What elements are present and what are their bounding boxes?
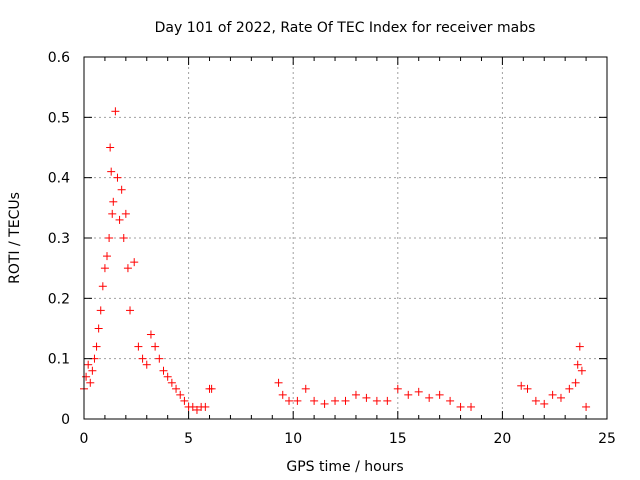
data-point bbox=[467, 402, 476, 411]
data-point bbox=[159, 366, 168, 375]
data-point bbox=[188, 402, 197, 411]
y-tick-label: 0.4 bbox=[48, 171, 70, 187]
x-axis-label: GPS time / hours bbox=[286, 459, 403, 475]
data-point bbox=[98, 282, 107, 291]
data-point bbox=[285, 396, 294, 405]
data-point bbox=[341, 396, 350, 405]
scatter-points bbox=[80, 107, 591, 414]
data-point bbox=[301, 384, 310, 393]
data-point bbox=[109, 197, 118, 206]
y-tick-label: 0.5 bbox=[48, 110, 70, 126]
data-point bbox=[372, 396, 381, 405]
data-point bbox=[172, 384, 181, 393]
data-point bbox=[310, 396, 319, 405]
y-tick-label: 0 bbox=[61, 412, 70, 428]
data-point bbox=[163, 372, 172, 381]
y-tick-label: 0.1 bbox=[48, 352, 70, 368]
x-tick-label: 25 bbox=[598, 431, 616, 447]
data-point bbox=[115, 215, 124, 224]
data-point bbox=[123, 264, 132, 273]
y-tick-label: 0.2 bbox=[48, 291, 70, 307]
data-point bbox=[207, 384, 216, 393]
data-point bbox=[293, 396, 302, 405]
x-tick-label: 0 bbox=[80, 431, 89, 447]
x-tick-labels: 0 5 10 15 20 25 bbox=[80, 431, 616, 447]
data-point bbox=[126, 306, 135, 315]
data-point bbox=[86, 378, 95, 387]
data-point bbox=[134, 342, 143, 351]
y-tick-label: 0.3 bbox=[48, 231, 70, 247]
data-point bbox=[393, 384, 402, 393]
data-point bbox=[331, 396, 340, 405]
data-point bbox=[435, 390, 444, 399]
data-point bbox=[517, 381, 526, 390]
data-point bbox=[92, 342, 101, 351]
data-point bbox=[105, 234, 114, 242]
data-point bbox=[142, 360, 151, 369]
data-point bbox=[573, 360, 582, 369]
data-point bbox=[176, 390, 185, 399]
data-point bbox=[565, 384, 574, 393]
data-point bbox=[278, 390, 287, 399]
x-tick-label: 20 bbox=[493, 431, 511, 447]
data-point bbox=[425, 393, 434, 402]
data-point bbox=[274, 378, 283, 387]
data-point bbox=[107, 167, 116, 176]
data-point bbox=[88, 366, 97, 375]
data-point bbox=[362, 393, 371, 402]
x-tick-label: 10 bbox=[284, 431, 302, 447]
axis-ticks bbox=[83, 56, 608, 420]
y-tick-labels: 0 0.1 0.2 0.3 0.4 0.5 0.6 bbox=[48, 50, 70, 428]
data-point bbox=[119, 234, 128, 242]
data-point bbox=[414, 387, 423, 396]
data-point bbox=[130, 258, 139, 267]
y-axis-label: ROTI / TECUs bbox=[7, 192, 23, 284]
data-point bbox=[446, 396, 455, 405]
data-point bbox=[523, 384, 532, 393]
x-tick-label: 15 bbox=[389, 431, 407, 447]
data-point bbox=[540, 399, 549, 408]
data-point bbox=[138, 354, 147, 363]
data-point bbox=[82, 372, 91, 381]
data-point bbox=[94, 324, 103, 333]
data-point bbox=[96, 306, 105, 315]
chart-title: Day 101 of 2022, Rate Of TEC Index for r… bbox=[155, 20, 536, 36]
data-point bbox=[192, 405, 201, 414]
data-point bbox=[100, 264, 109, 273]
data-point bbox=[106, 143, 115, 152]
data-point bbox=[108, 209, 117, 218]
data-point bbox=[155, 354, 164, 363]
data-point bbox=[146, 330, 155, 339]
data-point bbox=[201, 402, 210, 411]
data-point bbox=[548, 390, 557, 399]
data-point bbox=[571, 378, 580, 387]
data-point bbox=[84, 360, 93, 369]
grid bbox=[84, 57, 607, 419]
data-point bbox=[404, 390, 413, 399]
data-point bbox=[531, 396, 540, 405]
data-point bbox=[320, 399, 329, 408]
data-point bbox=[582, 402, 591, 411]
data-point bbox=[103, 252, 112, 261]
data-point bbox=[167, 378, 176, 387]
data-point bbox=[577, 366, 586, 375]
data-point bbox=[117, 185, 126, 194]
y-tick-label: 0.6 bbox=[48, 50, 70, 66]
data-point bbox=[556, 393, 565, 402]
data-point bbox=[180, 396, 189, 405]
data-point bbox=[121, 209, 130, 218]
data-point bbox=[351, 390, 360, 399]
data-point bbox=[575, 342, 584, 351]
data-point bbox=[456, 402, 465, 411]
data-point bbox=[151, 342, 160, 351]
data-point bbox=[113, 173, 122, 182]
data-point bbox=[111, 107, 120, 116]
x-tick-label: 5 bbox=[184, 431, 193, 447]
data-point bbox=[383, 396, 392, 405]
